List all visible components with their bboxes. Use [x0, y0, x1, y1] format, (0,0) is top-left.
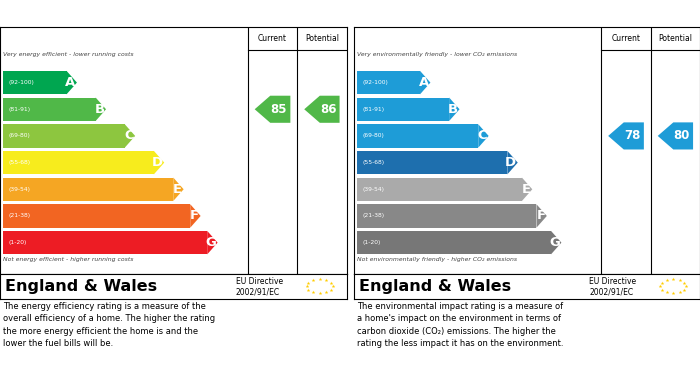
Polygon shape	[478, 124, 489, 148]
Bar	[4, 71, 66, 94]
Bar	[4, 151, 154, 174]
Bar	[357, 97, 449, 121]
Text: (21-38): (21-38)	[8, 213, 31, 219]
Text: D: D	[505, 156, 517, 169]
Bar	[357, 178, 522, 201]
Polygon shape	[96, 97, 106, 121]
Polygon shape	[536, 204, 547, 228]
Text: Not energy efficient - higher running costs: Not energy efficient - higher running co…	[4, 257, 134, 262]
Text: F: F	[536, 210, 545, 222]
Polygon shape	[154, 151, 164, 174]
Text: (81-91): (81-91)	[362, 107, 384, 112]
Text: 78: 78	[624, 129, 640, 142]
Text: 86: 86	[320, 103, 337, 116]
Text: A: A	[65, 76, 76, 89]
Text: Potential: Potential	[659, 34, 692, 43]
Polygon shape	[608, 122, 644, 149]
Polygon shape	[173, 178, 183, 201]
Text: The energy efficiency rating is a measure of the
overall efficiency of a home. T: The energy efficiency rating is a measur…	[4, 302, 216, 348]
Bar	[4, 97, 96, 121]
Text: (69-80): (69-80)	[8, 133, 31, 138]
Text: (81-91): (81-91)	[8, 107, 31, 112]
Text: E: E	[173, 183, 182, 196]
Text: 85: 85	[270, 103, 287, 116]
Text: Environmental Impact (CO₂) Rating: Environmental Impact (CO₂) Rating	[358, 7, 621, 20]
Text: (39-54): (39-54)	[8, 187, 31, 192]
Text: C: C	[124, 129, 134, 142]
Bar	[357, 231, 551, 255]
Text: England & Wales: England & Wales	[5, 279, 158, 294]
Text: C: C	[477, 129, 487, 142]
Text: EU Directive
2002/91/EC: EU Directive 2002/91/EC	[236, 277, 283, 296]
Polygon shape	[190, 204, 201, 228]
Text: (21-38): (21-38)	[362, 213, 384, 219]
Bar	[357, 204, 536, 228]
Polygon shape	[66, 71, 77, 94]
Text: E: E	[522, 183, 531, 196]
Text: Energy Efficiency Rating: Energy Efficiency Rating	[5, 7, 188, 20]
Text: (1-20): (1-20)	[8, 240, 27, 245]
Text: Current: Current	[258, 34, 287, 43]
Text: The environmental impact rating is a measure of
a home's impact on the environme: The environmental impact rating is a mea…	[357, 302, 564, 348]
Polygon shape	[304, 96, 340, 123]
Text: B: B	[448, 103, 458, 116]
Text: B: B	[94, 103, 104, 116]
Text: (69-80): (69-80)	[362, 133, 384, 138]
Polygon shape	[449, 97, 459, 121]
Text: F: F	[190, 210, 199, 222]
Bar	[4, 204, 190, 228]
Bar	[4, 231, 207, 255]
Polygon shape	[658, 122, 693, 149]
Text: England & Wales: England & Wales	[358, 279, 511, 294]
Text: Current: Current	[612, 34, 640, 43]
Polygon shape	[255, 96, 290, 123]
Bar	[357, 124, 478, 148]
Text: A: A	[419, 76, 429, 89]
Polygon shape	[207, 231, 218, 255]
Text: Potential: Potential	[305, 34, 339, 43]
Text: G: G	[549, 236, 560, 249]
Text: (92-100): (92-100)	[362, 80, 388, 85]
Polygon shape	[551, 231, 561, 255]
Bar	[357, 71, 420, 94]
Text: (39-54): (39-54)	[362, 187, 384, 192]
Text: G: G	[205, 236, 216, 249]
Polygon shape	[508, 151, 518, 174]
Bar	[357, 151, 508, 174]
Text: D: D	[152, 156, 163, 169]
Polygon shape	[420, 71, 430, 94]
Text: (1-20): (1-20)	[362, 240, 381, 245]
Text: Not environmentally friendly - higher CO₂ emissions: Not environmentally friendly - higher CO…	[357, 257, 517, 262]
Polygon shape	[125, 124, 135, 148]
Text: (92-100): (92-100)	[8, 80, 34, 85]
Text: 80: 80	[673, 129, 690, 142]
Polygon shape	[522, 178, 532, 201]
Text: (55-68): (55-68)	[8, 160, 31, 165]
Bar	[4, 124, 125, 148]
Text: (55-68): (55-68)	[362, 160, 384, 165]
Text: Very energy efficient - lower running costs: Very energy efficient - lower running co…	[4, 52, 134, 57]
Text: EU Directive
2002/91/EC: EU Directive 2002/91/EC	[589, 277, 636, 296]
Bar	[4, 178, 173, 201]
Text: Very environmentally friendly - lower CO₂ emissions: Very environmentally friendly - lower CO…	[357, 52, 517, 57]
